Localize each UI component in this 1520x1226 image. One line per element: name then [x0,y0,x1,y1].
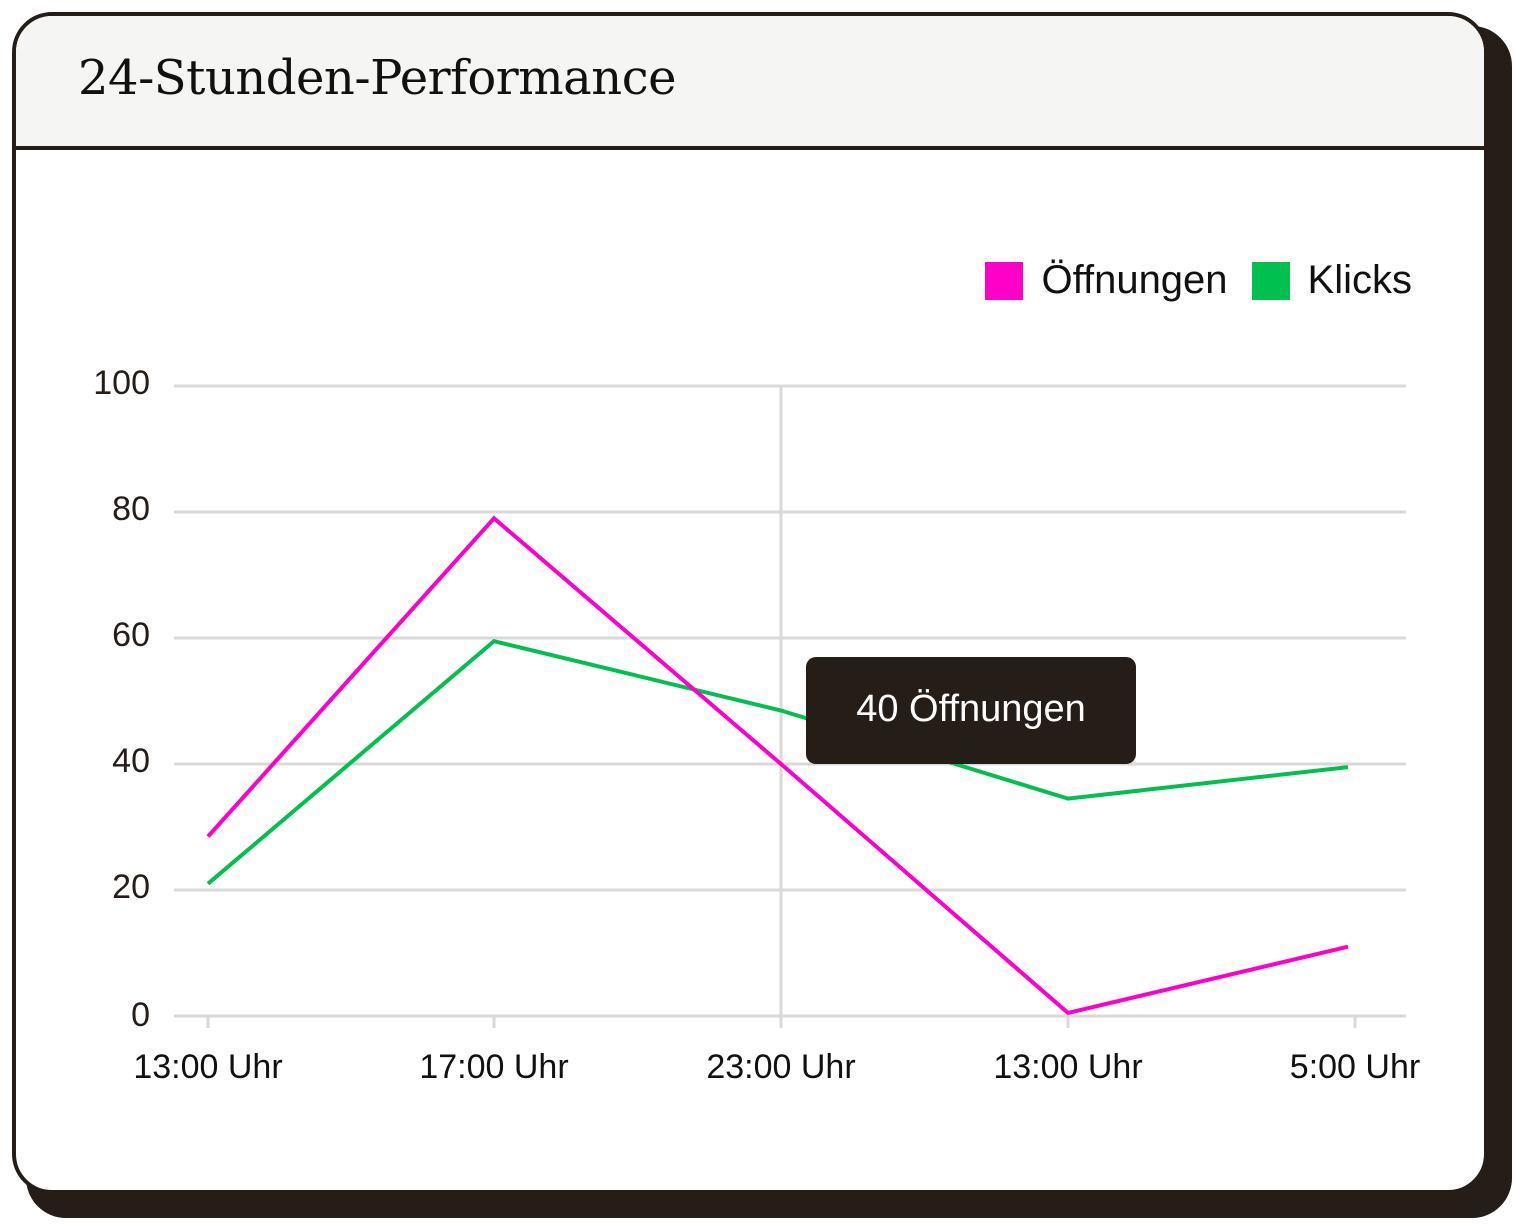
legend-label-opens: Öffnungen [1041,258,1228,302]
y-tick-label: 100 [93,364,150,402]
y-tick-label: 80 [112,490,150,528]
legend-item-clicks[interactable]: Klicks [1251,258,1412,303]
card-header: 24-Stunden-Performance [16,16,1484,150]
x-tick-label: 13:00 Uhr [133,1048,283,1086]
x-tick-label: 5:00 Uhr [1289,1048,1421,1086]
performance-card: 24-Stunden-Performance [12,12,1488,1194]
x-tick-label: 23:00 Uhr [706,1048,856,1086]
opens-series-line[interactable] [206,515,1349,1016]
y-tick-label: 20 [112,868,150,906]
x-tick-label: 13:00 Uhr [993,1048,1143,1086]
legend-item-opens[interactable]: Öffnungen [985,258,1228,303]
card-title: 24-Stunden-Performance [78,50,677,106]
y-tick-label: 60 [112,616,150,654]
x-tick-label: 17:00 Uhr [419,1048,569,1086]
grid-lines [174,384,1406,1018]
y-tick-label: 40 [112,742,150,780]
legend-label-clicks: Klicks [1307,258,1412,302]
y-tick-label: 0 [131,996,150,1034]
clicks-swatch-icon [1251,261,1290,300]
opens-swatch-icon [985,261,1024,300]
clicks-series-line[interactable] [206,639,1349,886]
series-lines [206,515,1349,1016]
tooltip-text: 40 Öffnungen [856,688,1086,730]
chart-legend: Öffnungen Klicks [961,258,1412,303]
data-tooltip: 40 Öffnungen [806,657,1136,764]
